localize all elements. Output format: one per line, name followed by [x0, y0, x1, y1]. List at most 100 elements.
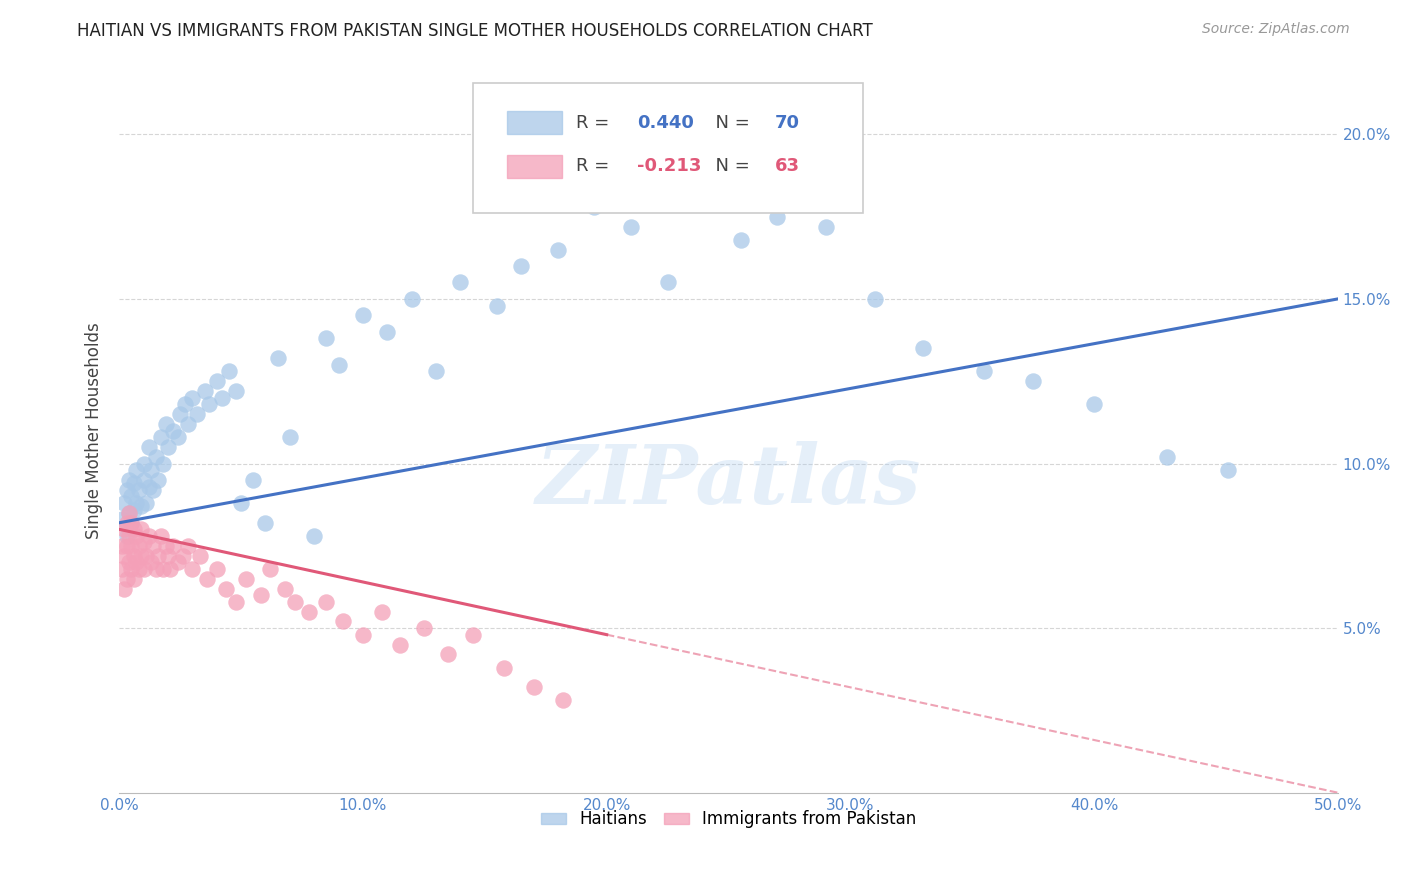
Point — [122, 476, 145, 491]
Point — [249, 588, 271, 602]
Point — [266, 351, 288, 366]
Point — [211, 391, 233, 405]
Text: R =: R = — [576, 157, 616, 176]
Point — [174, 397, 197, 411]
Point — [139, 555, 162, 569]
Point — [218, 364, 240, 378]
Point — [120, 516, 142, 530]
Point — [132, 457, 155, 471]
Point — [132, 562, 155, 576]
Point — [1156, 450, 1178, 464]
Point — [138, 529, 160, 543]
Point — [315, 595, 337, 609]
Point — [371, 605, 394, 619]
Point — [352, 628, 374, 642]
Point — [176, 539, 198, 553]
Point — [122, 572, 145, 586]
Point — [186, 407, 208, 421]
Point — [135, 549, 157, 563]
Point — [973, 364, 995, 378]
Text: ZIPatlas: ZIPatlas — [536, 442, 921, 521]
Point — [229, 496, 252, 510]
Point — [120, 516, 142, 530]
Point — [152, 562, 174, 576]
Point — [155, 417, 177, 431]
Point — [135, 496, 157, 510]
Point — [730, 233, 752, 247]
Point — [111, 539, 134, 553]
Point — [510, 259, 533, 273]
Point — [198, 397, 221, 411]
Point — [485, 298, 508, 312]
Point — [259, 562, 281, 576]
Point — [145, 562, 167, 576]
Point — [547, 243, 569, 257]
Text: 70: 70 — [775, 114, 800, 132]
FancyBboxPatch shape — [472, 83, 862, 213]
Point — [156, 440, 179, 454]
Text: Source: ZipAtlas.com: Source: ZipAtlas.com — [1202, 22, 1350, 37]
Legend: Haitians, Immigrants from Pakistan: Haitians, Immigrants from Pakistan — [534, 804, 922, 835]
Text: N =: N = — [704, 114, 755, 132]
Point — [155, 539, 177, 553]
Point — [401, 292, 423, 306]
Point — [115, 539, 138, 553]
Point — [128, 562, 150, 576]
Point — [148, 549, 170, 563]
Point — [128, 483, 150, 497]
Point — [125, 496, 148, 510]
Point — [494, 660, 516, 674]
Point — [162, 539, 184, 553]
Point — [657, 276, 679, 290]
Point — [132, 535, 155, 549]
Point — [298, 605, 321, 619]
Point — [138, 440, 160, 454]
Point — [132, 473, 155, 487]
Point — [149, 430, 172, 444]
Point — [315, 331, 337, 345]
Point — [254, 516, 277, 530]
Point — [461, 628, 484, 642]
Point — [332, 615, 354, 629]
Point — [205, 562, 228, 576]
Bar — [506, 112, 561, 135]
Point — [235, 572, 257, 586]
Bar — [506, 154, 561, 178]
Point — [863, 292, 886, 306]
Point — [115, 516, 138, 530]
Point — [115, 483, 138, 497]
Point — [166, 555, 188, 569]
Point — [159, 562, 181, 576]
Point — [129, 522, 152, 536]
Text: N =: N = — [704, 157, 755, 176]
Point — [118, 529, 141, 543]
Point — [176, 417, 198, 431]
Point — [145, 450, 167, 464]
Point — [149, 529, 172, 543]
Point — [152, 457, 174, 471]
Point — [425, 364, 447, 378]
Text: -0.213: -0.213 — [637, 157, 702, 176]
Point — [352, 309, 374, 323]
Point — [115, 572, 138, 586]
Point — [129, 500, 152, 514]
Point — [112, 549, 135, 563]
Point — [169, 407, 191, 421]
Point — [139, 463, 162, 477]
Point — [522, 681, 544, 695]
Point — [122, 502, 145, 516]
Point — [111, 512, 134, 526]
Point — [118, 555, 141, 569]
Point — [188, 549, 211, 563]
Point — [112, 496, 135, 510]
Point — [115, 529, 138, 543]
Point — [814, 219, 837, 234]
Point — [284, 595, 307, 609]
Point — [215, 582, 238, 596]
Point — [148, 473, 170, 487]
Point — [1022, 374, 1045, 388]
Point — [118, 506, 141, 520]
Point — [120, 490, 142, 504]
Point — [412, 621, 434, 635]
Point — [195, 572, 218, 586]
